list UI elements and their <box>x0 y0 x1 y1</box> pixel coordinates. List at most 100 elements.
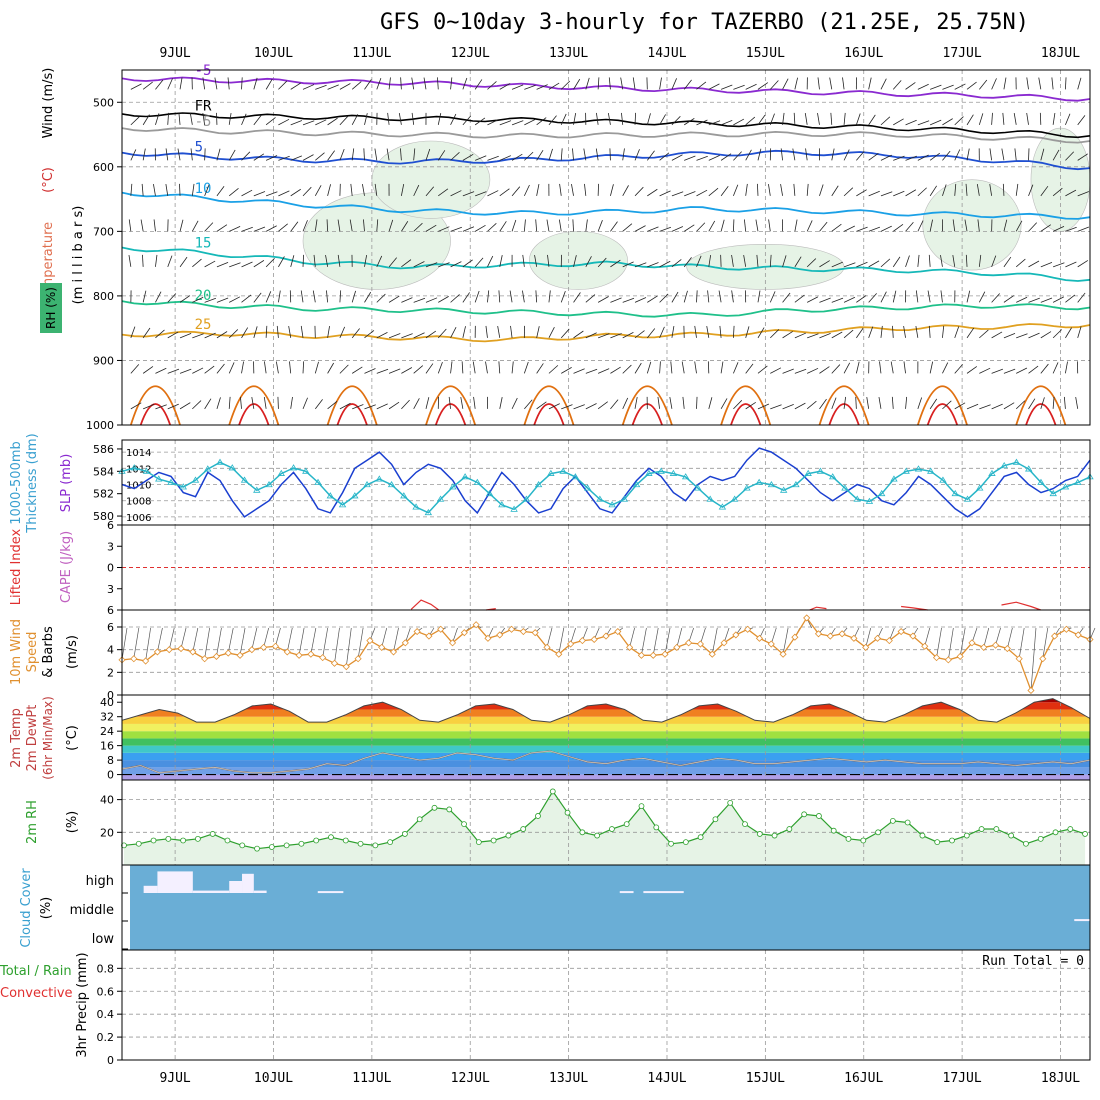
rh2m-unit-label: (%) <box>65 811 80 834</box>
thickness-marker <box>816 467 825 474</box>
thickness-marker <box>253 486 261 493</box>
wind-barb <box>315 84 327 90</box>
wind-speed-marker <box>921 642 929 650</box>
wind-barb <box>523 184 530 197</box>
wind-barb <box>339 402 351 410</box>
wind-barb <box>487 119 499 126</box>
isotherm-hot-arc <box>818 385 870 426</box>
wind-barb <box>241 261 253 268</box>
surface-wind-barb <box>168 627 175 650</box>
wind-barb <box>671 191 684 197</box>
wind-barb <box>413 261 425 268</box>
surface-wind-barb <box>995 627 1001 646</box>
wind-barb <box>302 220 308 232</box>
wind-barb <box>142 254 144 267</box>
wind-barb <box>855 361 860 374</box>
wind-barb <box>768 183 771 196</box>
wind-barb <box>843 187 854 197</box>
wind-speed-marker <box>496 631 504 639</box>
wind-barb <box>622 397 629 410</box>
wind-barb <box>892 290 897 303</box>
precip-panel <box>121 949 1091 1061</box>
wind-barb <box>265 191 278 197</box>
rh-shading <box>922 179 1022 271</box>
wind-barb <box>634 330 645 339</box>
wind-barb <box>155 329 165 339</box>
thickness-marker <box>681 473 690 480</box>
surface-wind-barb <box>546 627 553 648</box>
wind-barb <box>954 402 966 410</box>
wind-barb <box>386 148 390 161</box>
isotherm-hotter-arc <box>730 403 762 426</box>
wind-barb <box>917 154 929 161</box>
wind-barb <box>917 397 923 409</box>
wind-barb <box>1040 262 1053 268</box>
wind-barb <box>720 219 725 232</box>
wind-barb <box>708 155 720 161</box>
wind-barb <box>903 361 906 374</box>
thickness-marker <box>191 476 200 483</box>
wind-speed-line <box>121 616 1091 693</box>
rh-marker <box>919 832 926 839</box>
wind-barb <box>524 119 536 126</box>
wind-barb <box>793 183 796 196</box>
wind10-speed-label: Speed <box>25 632 40 673</box>
wind-speed-marker <box>177 644 185 653</box>
thickness-marker <box>718 503 727 510</box>
wind-barb <box>290 396 293 409</box>
wind-barb <box>757 290 761 303</box>
wind-barb <box>745 149 752 161</box>
wind-barb <box>880 325 883 338</box>
wind-barb <box>1002 183 1005 196</box>
wind-barb <box>351 290 357 303</box>
wind-barb <box>782 112 785 125</box>
series-line <box>121 447 1091 518</box>
wind-barb <box>585 332 597 339</box>
wind-barb <box>696 290 698 303</box>
rh-marker <box>239 842 246 849</box>
wind-barb <box>327 150 335 161</box>
rh-marker <box>357 840 364 847</box>
wind-barb <box>192 400 202 410</box>
wind-speed-marker <box>1003 644 1011 653</box>
wind-barb <box>155 79 164 90</box>
surface-wind-barb <box>345 627 352 667</box>
wind-barb <box>659 260 671 268</box>
wind-barb <box>485 325 488 338</box>
rh-marker <box>416 816 423 823</box>
rh-marker <box>461 821 467 828</box>
wind-barb <box>917 187 927 197</box>
wind-barb <box>400 184 405 196</box>
thickness-tick-label: 584 <box>93 465 114 478</box>
thickness-marker <box>338 501 347 508</box>
wind-barb <box>227 77 230 90</box>
wind-barb <box>1003 295 1015 303</box>
wind-speed-marker <box>260 643 268 651</box>
wind-barb <box>856 189 867 197</box>
wind-barb <box>940 254 943 267</box>
rh-marker <box>1037 835 1044 842</box>
wind-barb <box>708 83 720 90</box>
wind-barb <box>856 150 865 161</box>
upper-air-panel <box>121 69 1091 426</box>
wind-speed-marker <box>248 646 256 654</box>
top-date-label: 14JUL <box>647 46 686 61</box>
wind-barb <box>167 78 173 90</box>
wind-barb <box>880 116 891 126</box>
wind-barb <box>966 290 971 303</box>
wind-barb <box>487 255 494 268</box>
thickness-marker <box>326 492 335 499</box>
wind-barb <box>511 153 523 161</box>
lifted-index-line <box>901 605 928 611</box>
rh-marker <box>431 804 438 811</box>
wind-speed-marker <box>165 646 173 654</box>
wind-barb <box>438 296 449 303</box>
thickness-marker <box>314 478 322 485</box>
wind-barb <box>991 368 1004 374</box>
wind-barb <box>339 149 345 161</box>
wind-barb <box>462 226 475 232</box>
wind-barb <box>524 399 533 410</box>
wind-barb <box>929 398 938 410</box>
wind-barb <box>819 398 827 410</box>
